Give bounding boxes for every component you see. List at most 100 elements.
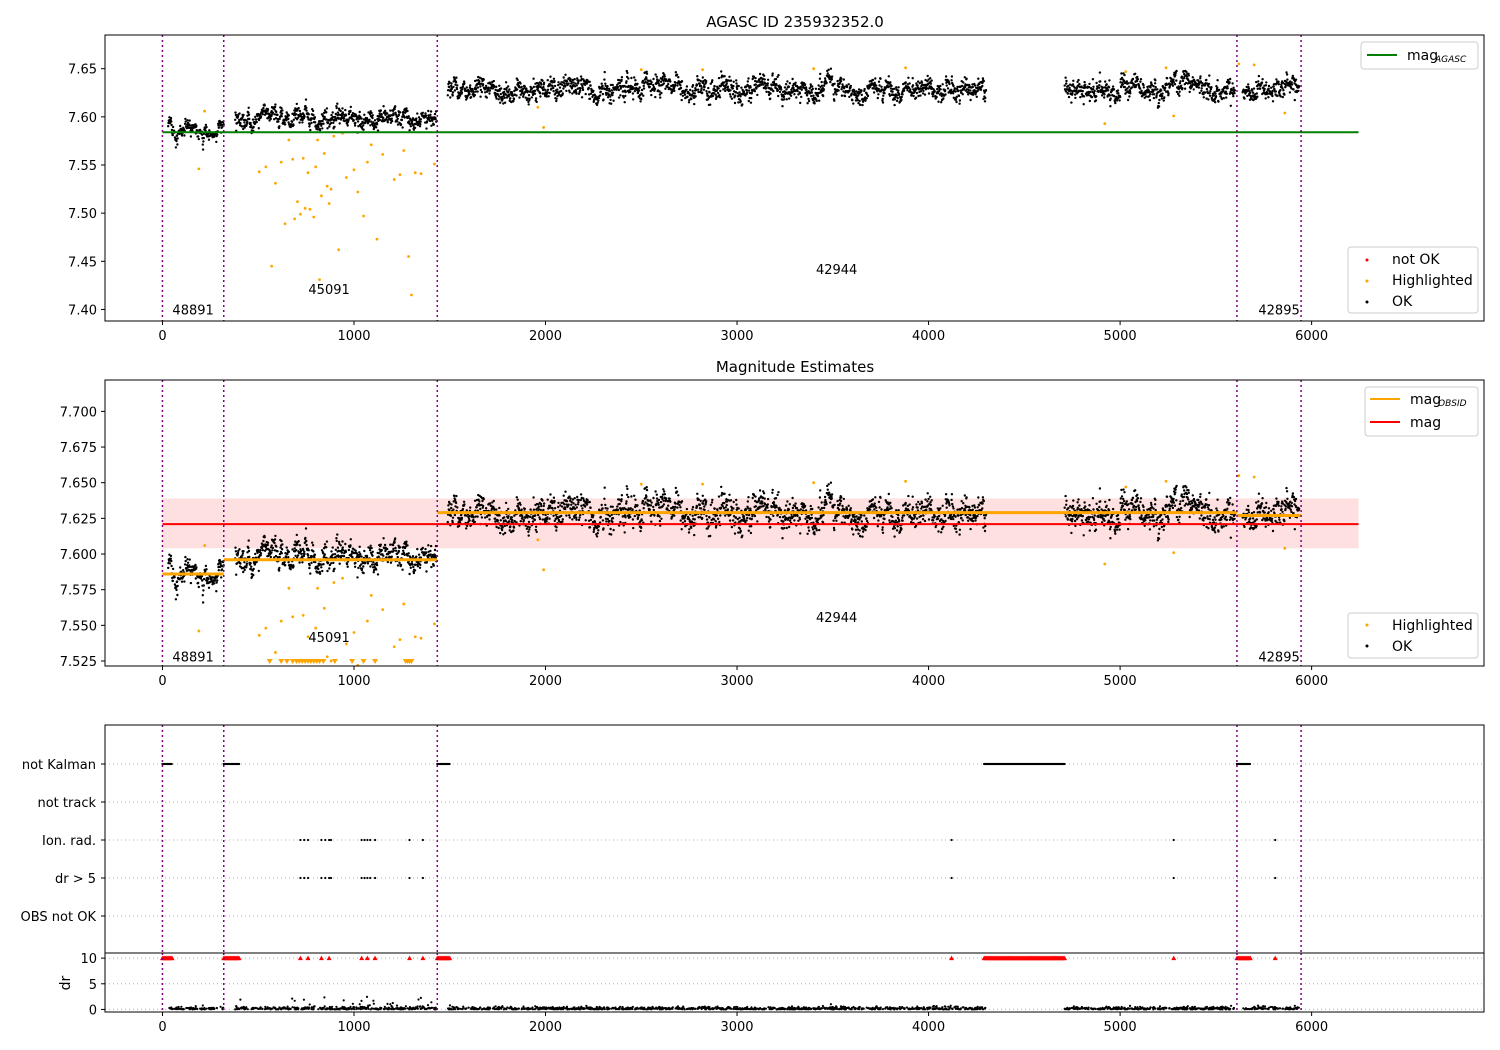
ok-point <box>234 118 237 122</box>
ok-point <box>1233 89 1237 92</box>
ok-point <box>624 90 627 94</box>
ok-point <box>301 121 304 124</box>
ok-point <box>459 86 462 90</box>
ok-point <box>729 79 733 82</box>
ok-point <box>729 89 732 92</box>
ok-point <box>376 573 380 576</box>
ok-point <box>503 87 506 91</box>
ok-point <box>537 505 540 508</box>
ok-point <box>503 516 506 519</box>
ok-point <box>739 95 742 98</box>
ok-point <box>720 70 723 73</box>
ok-point <box>262 539 265 543</box>
ok-point <box>461 85 465 88</box>
ok-point <box>629 515 632 519</box>
ok-point <box>935 95 938 99</box>
ok-point <box>557 81 560 84</box>
ok-point <box>1246 94 1249 98</box>
ok-point <box>577 498 580 502</box>
ok-point <box>604 84 607 88</box>
ok-point <box>971 85 974 89</box>
ok-point <box>497 98 500 101</box>
ok-point <box>507 85 510 88</box>
ok-point <box>941 83 944 86</box>
ok-point <box>731 87 734 90</box>
ok-point <box>308 564 311 567</box>
ok-point <box>501 97 504 101</box>
panel2-title: Magnitude Estimates <box>716 358 874 376</box>
ok-point <box>310 121 313 125</box>
ok-point <box>263 536 266 539</box>
ok-point <box>669 80 672 83</box>
ok-point <box>696 75 699 78</box>
highlighted-point <box>197 167 201 171</box>
ok-point <box>243 568 246 572</box>
ok-point <box>427 544 430 547</box>
ok-point <box>772 89 775 93</box>
ok-point <box>301 118 304 122</box>
ok-point <box>864 99 867 102</box>
ok-point <box>527 103 530 106</box>
ok-point <box>958 99 962 102</box>
ok-point <box>1178 94 1181 98</box>
panel1-legend-lower: not OK Highlighted OK <box>1347 246 1479 314</box>
ok-point <box>313 116 317 119</box>
ok-point <box>1291 74 1295 78</box>
ok-point <box>451 516 455 519</box>
ok-point <box>179 566 182 569</box>
ok-point <box>546 498 549 501</box>
ok-point <box>562 494 565 497</box>
ok-point <box>494 95 498 98</box>
ok-point <box>1157 101 1161 105</box>
ok-point <box>891 90 894 94</box>
ok-point <box>1127 82 1130 85</box>
ok-point <box>1198 82 1201 85</box>
ok-point <box>669 88 673 91</box>
ok-point <box>238 548 241 551</box>
ok-point <box>553 84 557 88</box>
ok-point <box>303 115 306 119</box>
ok-point <box>625 493 629 496</box>
ok-point <box>735 79 738 82</box>
ok-point <box>601 507 604 510</box>
ok-point <box>195 566 198 569</box>
ok-point <box>215 140 218 144</box>
ok-point <box>1279 95 1282 98</box>
ok-point <box>774 77 778 81</box>
ok-point <box>377 555 380 558</box>
ok-point <box>234 111 237 114</box>
ok-point <box>1232 86 1235 90</box>
ok-point <box>453 513 457 517</box>
ok-point <box>817 87 821 91</box>
ok-point <box>660 517 663 520</box>
ok-point <box>794 81 797 85</box>
ok-point <box>476 86 480 89</box>
ok-point <box>334 119 338 122</box>
ok-point <box>243 561 246 564</box>
ok-point <box>533 518 537 522</box>
ok-point <box>625 502 628 505</box>
ok-point <box>1249 91 1252 95</box>
ok-point <box>662 79 665 83</box>
ok-point <box>599 515 602 519</box>
ok-point <box>522 95 525 99</box>
ok-point <box>547 95 550 98</box>
ok-point <box>945 84 948 87</box>
ok-point <box>978 82 981 86</box>
ok-point <box>583 83 587 87</box>
ok-point <box>454 498 457 502</box>
ok-point <box>810 91 814 94</box>
ok-point <box>176 584 179 588</box>
ok-point <box>929 77 932 80</box>
ok-point <box>495 85 498 89</box>
ok-point <box>194 563 197 567</box>
ok-point <box>273 113 276 116</box>
ok-point <box>333 567 336 570</box>
ok-point <box>809 83 812 86</box>
ok-point <box>393 107 396 111</box>
ok-point <box>197 137 200 141</box>
ok-point <box>1283 93 1286 96</box>
ok-point <box>370 120 373 123</box>
ok-point <box>940 101 943 104</box>
ok-point <box>755 87 758 90</box>
